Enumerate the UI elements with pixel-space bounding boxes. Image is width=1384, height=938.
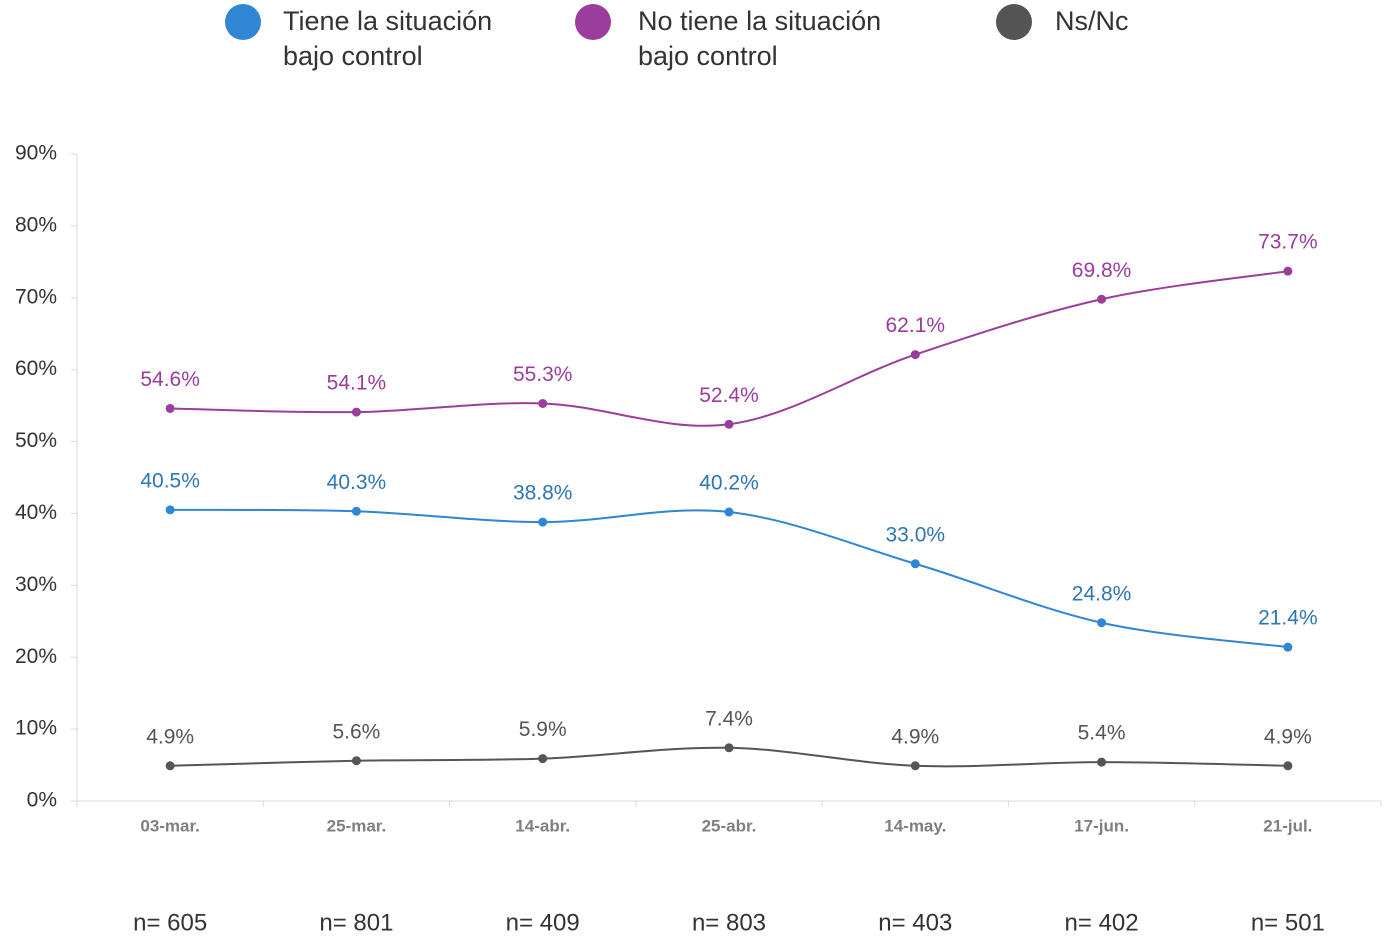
data-label: 62.1% — [886, 314, 946, 337]
data-point — [1097, 757, 1107, 767]
data-point — [1283, 642, 1293, 652]
y-tick-label: 0% — [27, 789, 57, 812]
data-label: 52.4% — [699, 384, 759, 407]
data-point — [1283, 266, 1293, 276]
data-point — [538, 517, 548, 527]
data-label: 4.9% — [1264, 725, 1312, 748]
legend-label: Ns/Nc — [1055, 6, 1129, 36]
y-tick-label: 70% — [15, 285, 57, 308]
data-point — [165, 403, 175, 413]
x-tick-label: 03-mar. — [140, 816, 200, 835]
data-point — [910, 350, 920, 360]
data-point — [165, 761, 175, 771]
y-tick-label: 20% — [15, 645, 57, 668]
data-label: 40.3% — [327, 471, 387, 494]
sample-size: n= 501 — [1251, 909, 1325, 936]
sample-size: n= 605 — [133, 909, 207, 936]
y-tick-label: 90% — [15, 142, 57, 165]
legend-marker — [225, 4, 261, 40]
data-point — [538, 398, 548, 408]
data-point — [538, 754, 548, 764]
data-label: 5.6% — [332, 720, 380, 743]
data-point — [1097, 618, 1107, 628]
data-label: 55.3% — [513, 363, 573, 386]
data-label: 5.4% — [1078, 722, 1126, 745]
legend-marker — [575, 4, 611, 40]
sample-size: n= 403 — [878, 909, 952, 936]
data-label: 5.9% — [519, 718, 567, 741]
data-point — [165, 505, 175, 515]
data-point — [724, 507, 734, 517]
data-label: 21.4% — [1258, 607, 1318, 630]
data-label: 7.4% — [705, 707, 753, 730]
x-tick-label: 25-mar. — [327, 816, 387, 835]
legend-label: No tiene la situación bajo control — [638, 6, 882, 71]
data-label: 40.2% — [699, 472, 759, 495]
data-point — [351, 506, 361, 516]
y-tick-label: 30% — [15, 573, 57, 596]
data-label: 73.7% — [1258, 231, 1318, 254]
data-label: 54.1% — [327, 372, 387, 395]
y-tick-label: 60% — [15, 357, 57, 380]
data-label: 38.8% — [513, 482, 573, 505]
legend-marker — [996, 4, 1032, 40]
data-label: 24.8% — [1072, 582, 1132, 605]
data-label: 33.0% — [886, 523, 946, 546]
data-point — [910, 559, 920, 569]
y-tick-label: 40% — [15, 501, 57, 524]
data-point — [351, 407, 361, 417]
y-tick-label: 50% — [15, 429, 57, 452]
data-label: 69.8% — [1072, 259, 1132, 282]
x-tick-label: 14-may. — [884, 816, 946, 835]
x-tick-label: 14-abr. — [515, 816, 570, 835]
x-tick-label: 21-jul. — [1263, 816, 1312, 835]
data-label: 40.5% — [140, 469, 200, 492]
sample-size: n= 402 — [1065, 909, 1139, 936]
sample-size: n= 801 — [319, 909, 393, 936]
x-tick-label: 17-jun. — [1074, 816, 1129, 835]
y-tick-label: 80% — [15, 213, 57, 236]
data-point — [724, 743, 734, 753]
data-label: 54.6% — [140, 368, 200, 391]
data-label: 4.9% — [891, 725, 939, 748]
data-label: 4.9% — [146, 725, 194, 748]
series-line — [170, 508, 1288, 649]
x-tick-label: 25-abr. — [702, 816, 757, 835]
data-point — [1283, 761, 1293, 771]
y-tick-label: 10% — [15, 717, 57, 740]
data-point — [1097, 294, 1107, 304]
data-point — [351, 756, 361, 766]
legend-label: Tiene la situación bajo control — [283, 6, 493, 71]
sample-size: n= 409 — [506, 909, 580, 936]
data-point — [910, 761, 920, 771]
sample-size: n= 803 — [692, 909, 766, 936]
data-point — [724, 419, 734, 429]
